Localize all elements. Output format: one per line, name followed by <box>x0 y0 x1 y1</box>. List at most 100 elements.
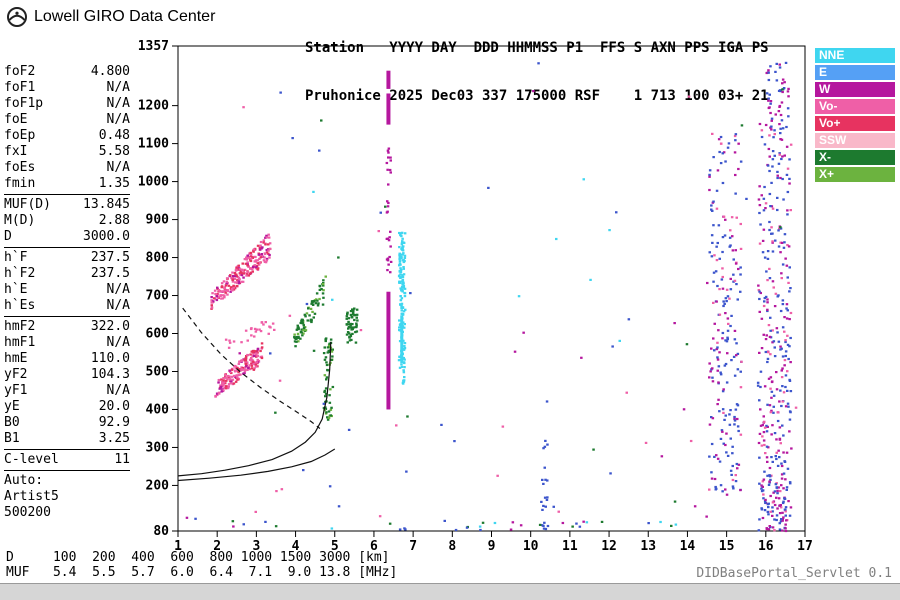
x-tick-label: 12 <box>601 539 617 554</box>
x-tick-label: 14 <box>680 539 696 554</box>
param-row: fmin 1.35 <box>4 176 130 192</box>
param-label: D <box>4 229 12 244</box>
y-tick-label: 1357 <box>138 39 169 54</box>
y-tick-label: 80 <box>153 524 169 539</box>
brand-title: Lowell GIRO Data Center <box>34 8 216 25</box>
param-value: 92.9 <box>98 415 130 430</box>
legend-item-e: E <box>815 65 895 80</box>
ionogram-chart: 1357 1200 1100 1000 900 800 700 600 500 400 300 200… <box>130 36 830 560</box>
x-tick-label: 5 <box>331 539 339 554</box>
legend-item-vo: Vo+ <box>815 116 895 131</box>
param-value: N/A <box>106 80 130 95</box>
param-label: foF1p <box>4 96 44 111</box>
giro-logo-icon <box>7 7 27 27</box>
param-row: yE 20.0 <box>4 399 130 415</box>
param-row: Artist5 <box>4 489 130 505</box>
servlet-version-label: DIDBasePortal_Servlet 0.1 <box>696 566 892 581</box>
param-value: N/A <box>106 383 130 398</box>
x-tick-label: 2 <box>213 539 221 554</box>
y-tick-label: 200 <box>146 478 170 493</box>
param-value: N/A <box>106 96 130 111</box>
param-label: C-level <box>4 452 59 467</box>
param-group-divider <box>4 470 130 471</box>
brand: Lowell GIRO Data Center <box>6 6 215 28</box>
x-tick-label: 7 <box>409 539 417 554</box>
param-label: h`E <box>4 282 28 297</box>
param-row: fxI 5.58 <box>4 144 130 160</box>
param-row: yF1 N/A <box>4 383 130 399</box>
y-tick-label: 800 <box>146 251 170 266</box>
param-row: M(D) 2.88 <box>4 213 130 229</box>
param-row: h`F2 237.5 <box>4 266 130 282</box>
curve-lower-trace-fit <box>177 448 336 482</box>
legend-item-ssw: SSW <box>815 133 895 148</box>
x-tick-label: 13 <box>640 539 656 554</box>
param-label: foF2 <box>4 64 36 79</box>
param-row: foF2 4.800 <box>4 64 130 80</box>
param-row: hmE 110.0 <box>4 351 130 367</box>
status-bar: db pq052 20251203 175000.rsf / 214fx512h… <box>0 583 900 600</box>
y-tick-label: 300 <box>146 440 170 455</box>
x-tick-label: 6 <box>370 539 378 554</box>
param-value: 3.25 <box>98 431 130 446</box>
x-tick-label: 15 <box>719 539 735 554</box>
y-tick-label: 400 <box>146 402 170 417</box>
param-label: foEs <box>4 160 36 175</box>
param-label: foE <box>4 112 28 127</box>
ionogram-plot: 1357120011001000900800700600500400300200… <box>138 39 813 554</box>
param-label: fxI <box>4 144 28 159</box>
param-label: hmF1 <box>4 335 36 350</box>
param-row: h`Es N/A <box>4 298 130 314</box>
param-label: h`F <box>4 250 28 265</box>
distance-row: D 100 200 400 600 800 1000 1500 3000 [km… <box>6 550 390 565</box>
param-row: h`E N/A <box>4 282 130 298</box>
y-tick-label: 600 <box>146 327 170 342</box>
x-tick-label: 9 <box>488 539 496 554</box>
x-tick-label: 17 <box>797 539 813 554</box>
param-value: 237.5 <box>90 250 130 265</box>
param-label: M(D) <box>4 213 36 228</box>
legend-item-x: X+ <box>815 167 895 182</box>
param-value: 13.845 <box>83 197 130 212</box>
param-row: foF1p N/A <box>4 96 130 112</box>
station-header-line1: Station YYYY DAY DDD HHMMSS P1 FFS S AXN… <box>305 40 769 56</box>
x-axis: 1 2 3 4 5 6 7 8 9 10 11 12 13 14 15 16 17 <box>174 531 813 554</box>
param-label: yF1 <box>4 383 28 398</box>
param-value: 3000.0 <box>83 229 130 244</box>
param-group-divider <box>4 316 130 317</box>
param-label: hmF2 <box>4 319 36 334</box>
y-tick-label: 700 <box>146 289 170 304</box>
station-header: Station YYYY DAY DDD HHMMSS P1 FFS S AXN… <box>305 8 769 136</box>
param-value: 237.5 <box>90 266 130 281</box>
x-tick-label: 10 <box>523 539 539 554</box>
param-label: h`F2 <box>4 266 36 281</box>
y-tick-label: 900 <box>146 213 170 228</box>
x-tick-label: 4 <box>292 539 300 554</box>
param-value: 1.35 <box>98 176 130 191</box>
legend-item-vo: Vo- <box>815 99 895 114</box>
param-value: 110.0 <box>90 351 130 366</box>
param-row: B1 3.25 <box>4 431 130 447</box>
plot-border <box>177 45 806 532</box>
param-label: Artist5 <box>4 489 59 504</box>
param-row: D 3000.0 <box>4 229 130 245</box>
legend-item-nne: NNE <box>815 48 895 63</box>
x-tick-label: 1 <box>174 539 182 554</box>
param-label: Auto: <box>4 473 44 488</box>
x-tick-label: 11 <box>562 539 578 554</box>
param-label: MUF(D) <box>4 197 51 212</box>
param-row: MUF(D) 13.845 <box>4 197 130 213</box>
param-row: C-level 11 <box>4 452 130 468</box>
param-row: foE N/A <box>4 112 130 128</box>
param-row: Auto: <box>4 473 130 489</box>
param-label: fmin <box>4 176 36 191</box>
param-value: N/A <box>106 282 130 297</box>
parameter-panel: foF2 4.800 foF1 N/A foF1p N/A foE N/A foEp 0.48 fx… <box>4 64 130 521</box>
param-value: N/A <box>106 335 130 350</box>
param-group-divider <box>4 449 130 450</box>
legend-item-x: X- <box>815 150 895 165</box>
param-value: 0.48 <box>98 128 130 143</box>
param-label: 500200 <box>4 505 51 520</box>
